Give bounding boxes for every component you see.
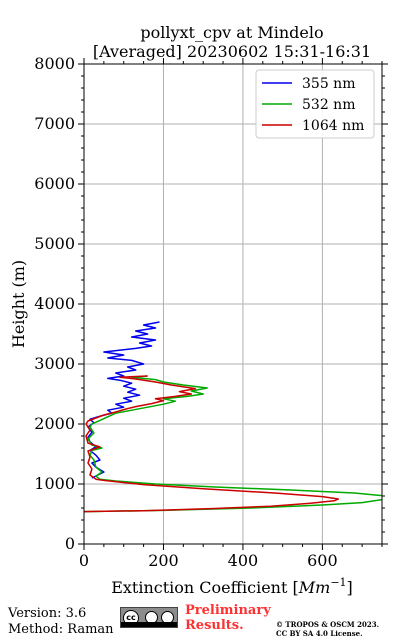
license-text: © TROPOS & OSCM 2023. CC BY SA 4.0 Licen… <box>276 620 379 638</box>
method-text: Method: Raman <box>8 622 114 637</box>
x-axis-label: Extinction Coefficient [Mm−1] <box>111 576 353 597</box>
x-tick-label: 200 <box>148 551 179 570</box>
tick-labels: 0 200 400 600010002000300040005000600070008… <box>34 54 337 570</box>
footer-info: Version: 3.6 Method: Raman <box>8 606 114 638</box>
x-axis-label-suffix: ] <box>347 578 353 597</box>
legend: 355 nm 532 nm 1064 nm <box>255 69 375 139</box>
series-line-1064-nm <box>84 375 340 513</box>
x-axis-label-prefix: Extinction Coefficient [ <box>111 578 299 597</box>
legend-box <box>255 69 375 139</box>
version-text: Version: 3.6 <box>8 606 87 621</box>
x-axis-label-exponent: −1 <box>330 576 346 589</box>
x-tick-label: 400 <box>228 551 259 570</box>
cc-badge-strip <box>121 622 177 627</box>
series-lines <box>84 321 382 513</box>
y-tick-label: 4000 <box>34 294 75 313</box>
preliminary-line1: Preliminary <box>185 603 271 618</box>
y-tick-label: 1000 <box>34 474 75 493</box>
cc-license-badge: cc <box>120 607 178 628</box>
x-tick-label: 600 <box>307 551 338 570</box>
axis-ticks <box>78 58 388 550</box>
y-tick-label: 0 <box>65 534 75 553</box>
x-axis-label-unit: Mm <box>298 578 331 597</box>
preliminary-line2: Results. <box>185 618 244 633</box>
y-tick-label: 7000 <box>34 114 75 133</box>
y-tick-label: 3000 <box>34 354 75 373</box>
license-line2: CC BY SA 4.0 License. <box>276 629 363 638</box>
preliminary-notice: Preliminary Results. <box>185 603 271 633</box>
legend-label-1064: 1064 nm <box>302 118 364 134</box>
y-tick-label: 8000 <box>34 54 75 73</box>
y-tick-label: 2000 <box>34 414 75 433</box>
license-line1: © TROPOS & OSCM 2023. <box>276 620 380 629</box>
series-line-355-nm <box>87 321 160 479</box>
chart-title-line2: [Averaged] 20230602 15:31-16:31 <box>93 42 371 61</box>
legend-label-355: 355 nm <box>302 76 355 92</box>
y-tick-label: 5000 <box>34 234 75 253</box>
chart-title-line1: pollyxt_cpv at Mindelo <box>140 23 323 42</box>
x-tick-label: 0 <box>79 551 89 570</box>
y-tick-label: 6000 <box>34 174 75 193</box>
legend-label-532: 532 nm <box>302 97 355 113</box>
y-axis-label: Height (m) <box>9 260 28 348</box>
series-line-532-nm <box>84 375 382 513</box>
